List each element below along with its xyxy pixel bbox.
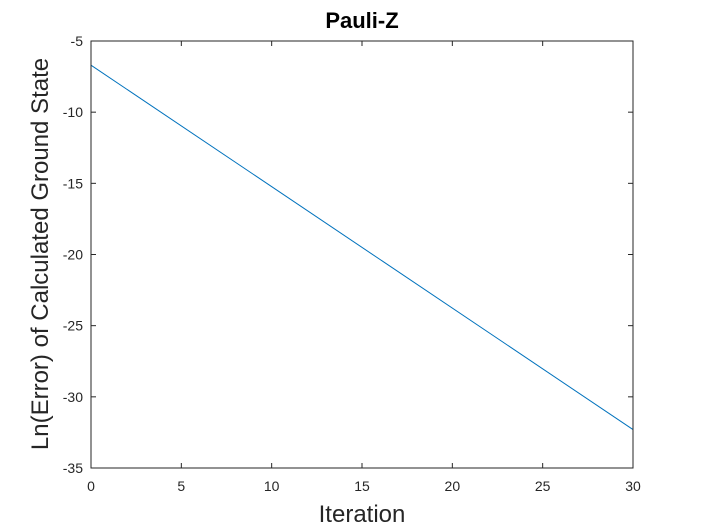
y-tick-label: -20 — [63, 247, 83, 263]
series-line-0 — [90, 64, 634, 430]
x-tick-label: 5 — [177, 478, 185, 494]
y-tick-label: -15 — [63, 175, 83, 191]
x-tick-label: 20 — [445, 478, 461, 494]
plot-frame — [90, 40, 634, 469]
y-tick-label: -5 — [71, 33, 84, 49]
ticks-layer: 0 5 10 15 20 25 30 -5 -10 -15 -20 -25 -30 -35 — [63, 33, 641, 494]
y-axis-label: Ln(Error) of Calculated Ground State — [27, 58, 54, 450]
x-tick-label: 0 — [87, 478, 95, 494]
y-tick-label: -10 — [63, 104, 83, 120]
x-axis-label: Iteration — [319, 501, 406, 525]
y-tick-label: -25 — [63, 318, 83, 334]
series-layer — [90, 64, 634, 430]
x-tick-label: 30 — [625, 478, 641, 494]
x-tick-label: 25 — [535, 478, 551, 494]
x-tick-label: 15 — [354, 478, 370, 494]
plot-area — [91, 41, 633, 468]
chart-title: Pauli-Z — [325, 8, 398, 33]
y-tick-label: -30 — [63, 389, 83, 405]
x-tick-label: 10 — [264, 478, 280, 494]
y-tick-label: -35 — [63, 460, 83, 476]
